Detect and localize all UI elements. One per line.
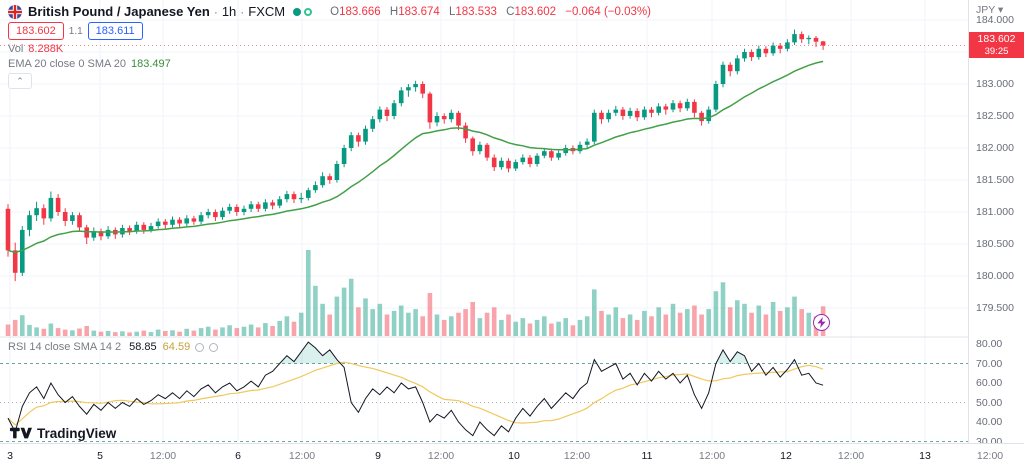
time-axis-label: 13 <box>919 450 931 462</box>
price-axis-label: 179.500 <box>976 302 1014 314</box>
ma-label: EMA 20 close 0 SMA 20 <box>8 58 127 70</box>
time-axis-label: 3 <box>7 450 13 462</box>
rsi-axis-label: 60.00 <box>976 377 1003 389</box>
time-axis-label: 12:00 <box>837 450 865 462</box>
close-value: 183.602 <box>514 5 557 18</box>
time-axis-label: 12:00 <box>976 450 1004 462</box>
price-axis-label: 182.000 <box>976 142 1014 154</box>
time-axis-label: 12:00 <box>563 450 591 462</box>
low-label: L <box>448 5 456 18</box>
rsi-eye-icon[interactable] <box>195 342 205 352</box>
change-value: −0.064 (−0.03%) <box>565 5 651 18</box>
bid-price-button[interactable]: 183.602 <box>8 22 64 40</box>
price-axis-label: 181.500 <box>976 174 1014 186</box>
time-axis-label: 12:00 <box>288 450 316 462</box>
ma-value: 183.497 <box>131 58 171 70</box>
lightning-icon <box>817 317 826 328</box>
symbol-name[interactable]: British Pound / Japanese Yen <box>28 4 210 19</box>
symbol-row: British Pound / Japanese Yen · 1h · FXCM… <box>8 4 651 19</box>
time-axis-label: 5 <box>97 450 103 462</box>
bar-countdown: 39:25 <box>984 46 1009 58</box>
rsi-axis-label: 40.00 <box>976 416 1003 428</box>
tradingview-logo-icon <box>10 427 32 440</box>
currency-label: JPY <box>976 4 996 16</box>
caret-down-icon: ▾ <box>998 4 1004 16</box>
price-axis-label: 181.000 <box>976 206 1014 218</box>
volume-value: 8.288K <box>28 43 64 55</box>
price-axis-label: 180.500 <box>976 238 1014 250</box>
rsi-axis-label: 70.00 <box>976 357 1003 370</box>
time-axis-label: 12:00 <box>698 450 726 462</box>
rsi-axis-label: 80.00 <box>976 338 1003 350</box>
ma-legend[interactable]: EMA 20 close 0 SMA 20 183.497 <box>8 58 651 70</box>
price-axis-label: 183.000 <box>976 78 1014 90</box>
collapse-legend-button[interactable]: ⌃ <box>8 73 32 89</box>
volume-legend[interactable]: Vol 8.288K <box>8 43 651 55</box>
time-axis[interactable]: 3 5 12:00 6 12:00 9 12:00 10 12:00 11 12:00 12 12:00… <box>0 443 1024 470</box>
currency-selector[interactable]: JPY ▾ <box>976 4 1003 16</box>
ask-price-button[interactable]: 183.611 <box>87 22 143 40</box>
low-value: 183.533 <box>455 5 497 18</box>
rsi-label: RSI 14 close SMA 14 2 <box>8 341 122 353</box>
open-label: O <box>330 5 340 18</box>
spread-value: 1.1 <box>68 25 83 37</box>
interval-label[interactable]: 1h <box>221 4 237 19</box>
rsi-ma-value: 64.59 <box>162 341 191 353</box>
market-status-icon[interactable] <box>293 7 302 16</box>
ohlc-values: O183.666 H183.674 L183.533 C183.602 −0.0… <box>324 6 651 18</box>
time-axis-label: 6 <box>235 450 241 462</box>
data-status-icon[interactable] <box>304 7 313 16</box>
time-axis-label: 12 <box>780 450 792 462</box>
quote-row: 183.602 1.1 183.611 <box>8 22 651 40</box>
last-price-badge: 183.602 39:25 <box>969 32 1024 59</box>
time-axis-label: 12:00 <box>149 450 177 462</box>
high-value: 183.674 <box>398 5 440 18</box>
last-price-value: 183.602 <box>977 33 1016 46</box>
time-axis-label: 12:00 <box>427 450 455 462</box>
price-axis-label: 180.000 <box>976 270 1014 282</box>
separator: · <box>240 4 245 19</box>
main-legend: British Pound / Japanese Yen · 1h · FXCM… <box>8 4 651 89</box>
volume-label: Vol <box>8 43 24 55</box>
time-axis-label: 10 <box>508 450 520 462</box>
open-value: 183.666 <box>339 5 381 18</box>
price-axis-label: 182.500 <box>976 110 1014 122</box>
symbol-flag-icon <box>8 4 22 19</box>
price-axis[interactable]: JPY ▾ 183.602 39:25 184.000 183.000 182.50… <box>968 0 1024 448</box>
rsi-value: 58.85 <box>129 341 157 353</box>
tradingview-logo-text: TradingView <box>37 426 117 441</box>
separator: · <box>213 4 218 19</box>
rsi-menu-icon[interactable] <box>209 342 219 352</box>
chart-canvas[interactable] <box>0 0 968 443</box>
rsi-legend[interactable]: RSI 14 close SMA 14 2 58.85 64.59 <box>8 341 219 353</box>
boost-button[interactable] <box>813 314 830 331</box>
rsi-axis-label: 50.00 <box>976 396 1003 409</box>
time-axis-label: 9 <box>375 450 381 462</box>
time-axis-label: 11 <box>641 450 653 462</box>
tradingview-logo[interactable]: TradingView <box>10 426 116 441</box>
high-label: H <box>389 5 399 18</box>
exchange-label[interactable]: FXCM <box>248 4 286 19</box>
chevron-up-icon: ⌃ <box>16 75 24 86</box>
close-label: C <box>506 5 515 18</box>
